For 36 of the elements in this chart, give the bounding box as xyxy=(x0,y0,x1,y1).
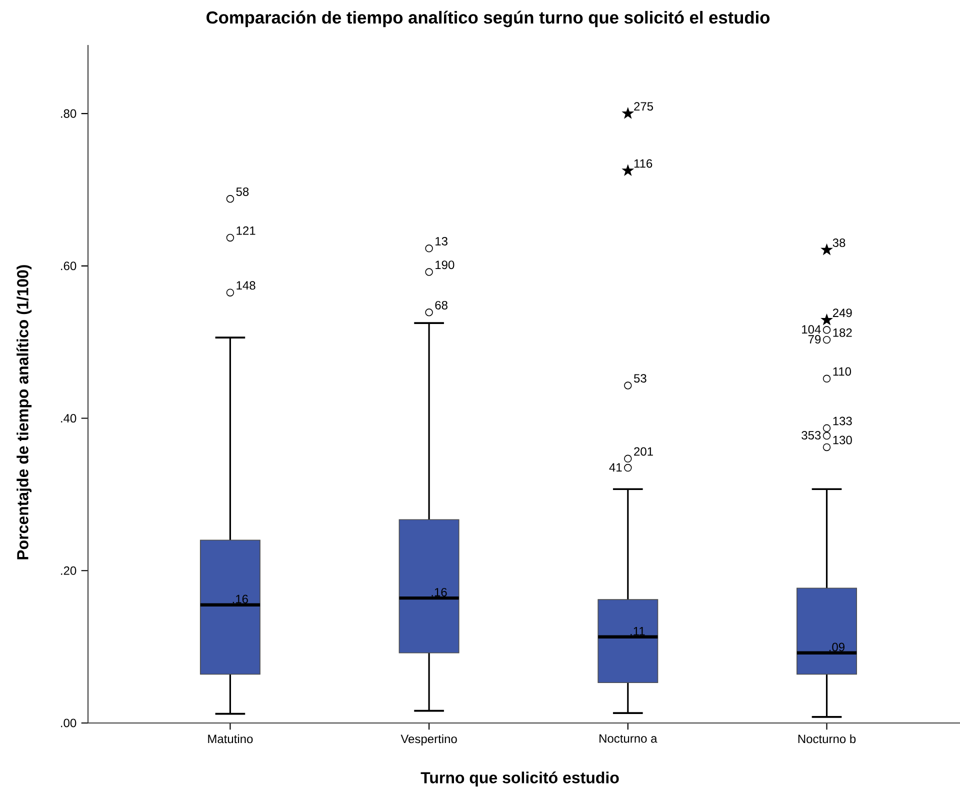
annotation: .09 xyxy=(829,642,844,652)
annotation: 38 xyxy=(832,238,846,247)
annotation: 130 xyxy=(833,436,852,444)
x-tick-label: Nocturno a xyxy=(600,734,658,743)
y-tick-label: .40 xyxy=(61,414,76,423)
annotation: 121 xyxy=(236,226,256,235)
annotation: 148 xyxy=(236,281,256,290)
y-axis-title: Porcentajde de tiempo analítico (1/100) xyxy=(16,265,32,560)
y-tick-label: .80 xyxy=(61,109,76,118)
annotation: 201 xyxy=(634,447,653,456)
annotation: .16 xyxy=(432,588,447,596)
y-tick-label: .00 xyxy=(61,718,76,728)
annotation: 53 xyxy=(634,374,646,383)
x-tick-label: Vespertino xyxy=(400,734,457,746)
annotation: 104 xyxy=(802,325,821,334)
annotation: 116 xyxy=(634,159,652,168)
y-tick-label: .60 xyxy=(61,262,76,270)
annotation: .16 xyxy=(232,594,248,604)
annotation: .11 xyxy=(630,627,645,636)
annotation: 58 xyxy=(236,187,249,196)
annotation: 275 xyxy=(634,102,654,111)
annotation: 79 xyxy=(808,335,821,344)
chart-title: Comparación de tiempo analítico según turno que solicitó el estudio xyxy=(206,10,770,28)
annotation: 13 xyxy=(436,236,448,246)
y-tick-label: .20 xyxy=(61,566,76,575)
annotation: 249 xyxy=(832,308,852,318)
annotation: 190 xyxy=(436,260,454,270)
annotation: 68 xyxy=(435,300,448,310)
annotation: 41 xyxy=(609,463,622,472)
annotation: 110 xyxy=(833,367,852,376)
x-tick-label: Nocturno b xyxy=(798,734,856,744)
annotation: 182 xyxy=(833,328,852,337)
x-tick-label: Matutino xyxy=(208,734,253,744)
annotation: 353 xyxy=(802,431,821,440)
x-axis-title: Turno que solicitó estudio xyxy=(420,771,619,787)
annotation: 133 xyxy=(833,416,852,426)
